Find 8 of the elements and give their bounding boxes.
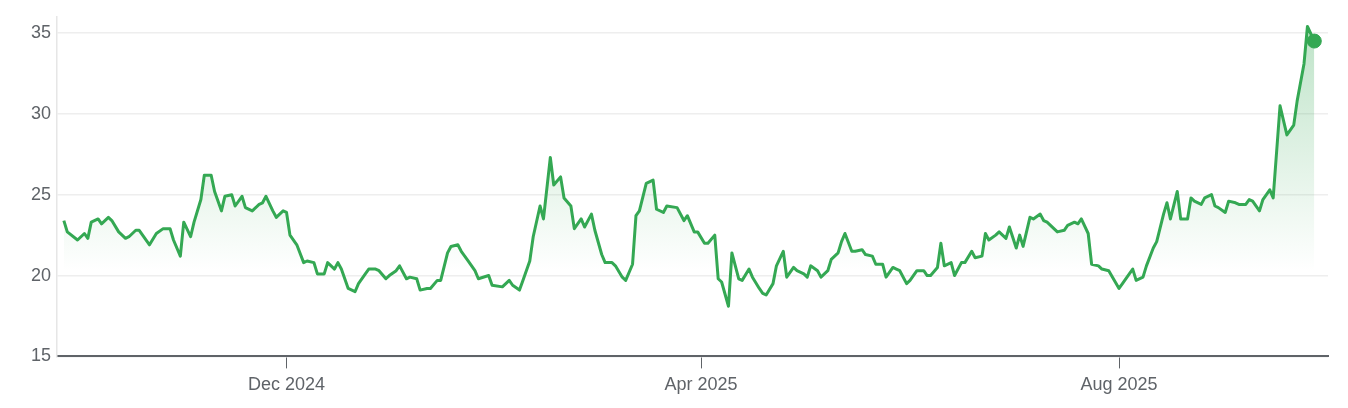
x-tick-label: Dec 2024 (248, 374, 326, 395)
y-tick-label: 30 (30, 102, 51, 123)
x-tick-label: Apr 2025 (664, 374, 738, 395)
y-tick-label: 35 (30, 21, 51, 42)
x-tick-label: Aug 2025 (1080, 374, 1158, 395)
y-tick-label: 15 (30, 345, 51, 366)
y-tick-label: 25 (30, 183, 51, 204)
y-tick-label: 20 (30, 264, 51, 285)
